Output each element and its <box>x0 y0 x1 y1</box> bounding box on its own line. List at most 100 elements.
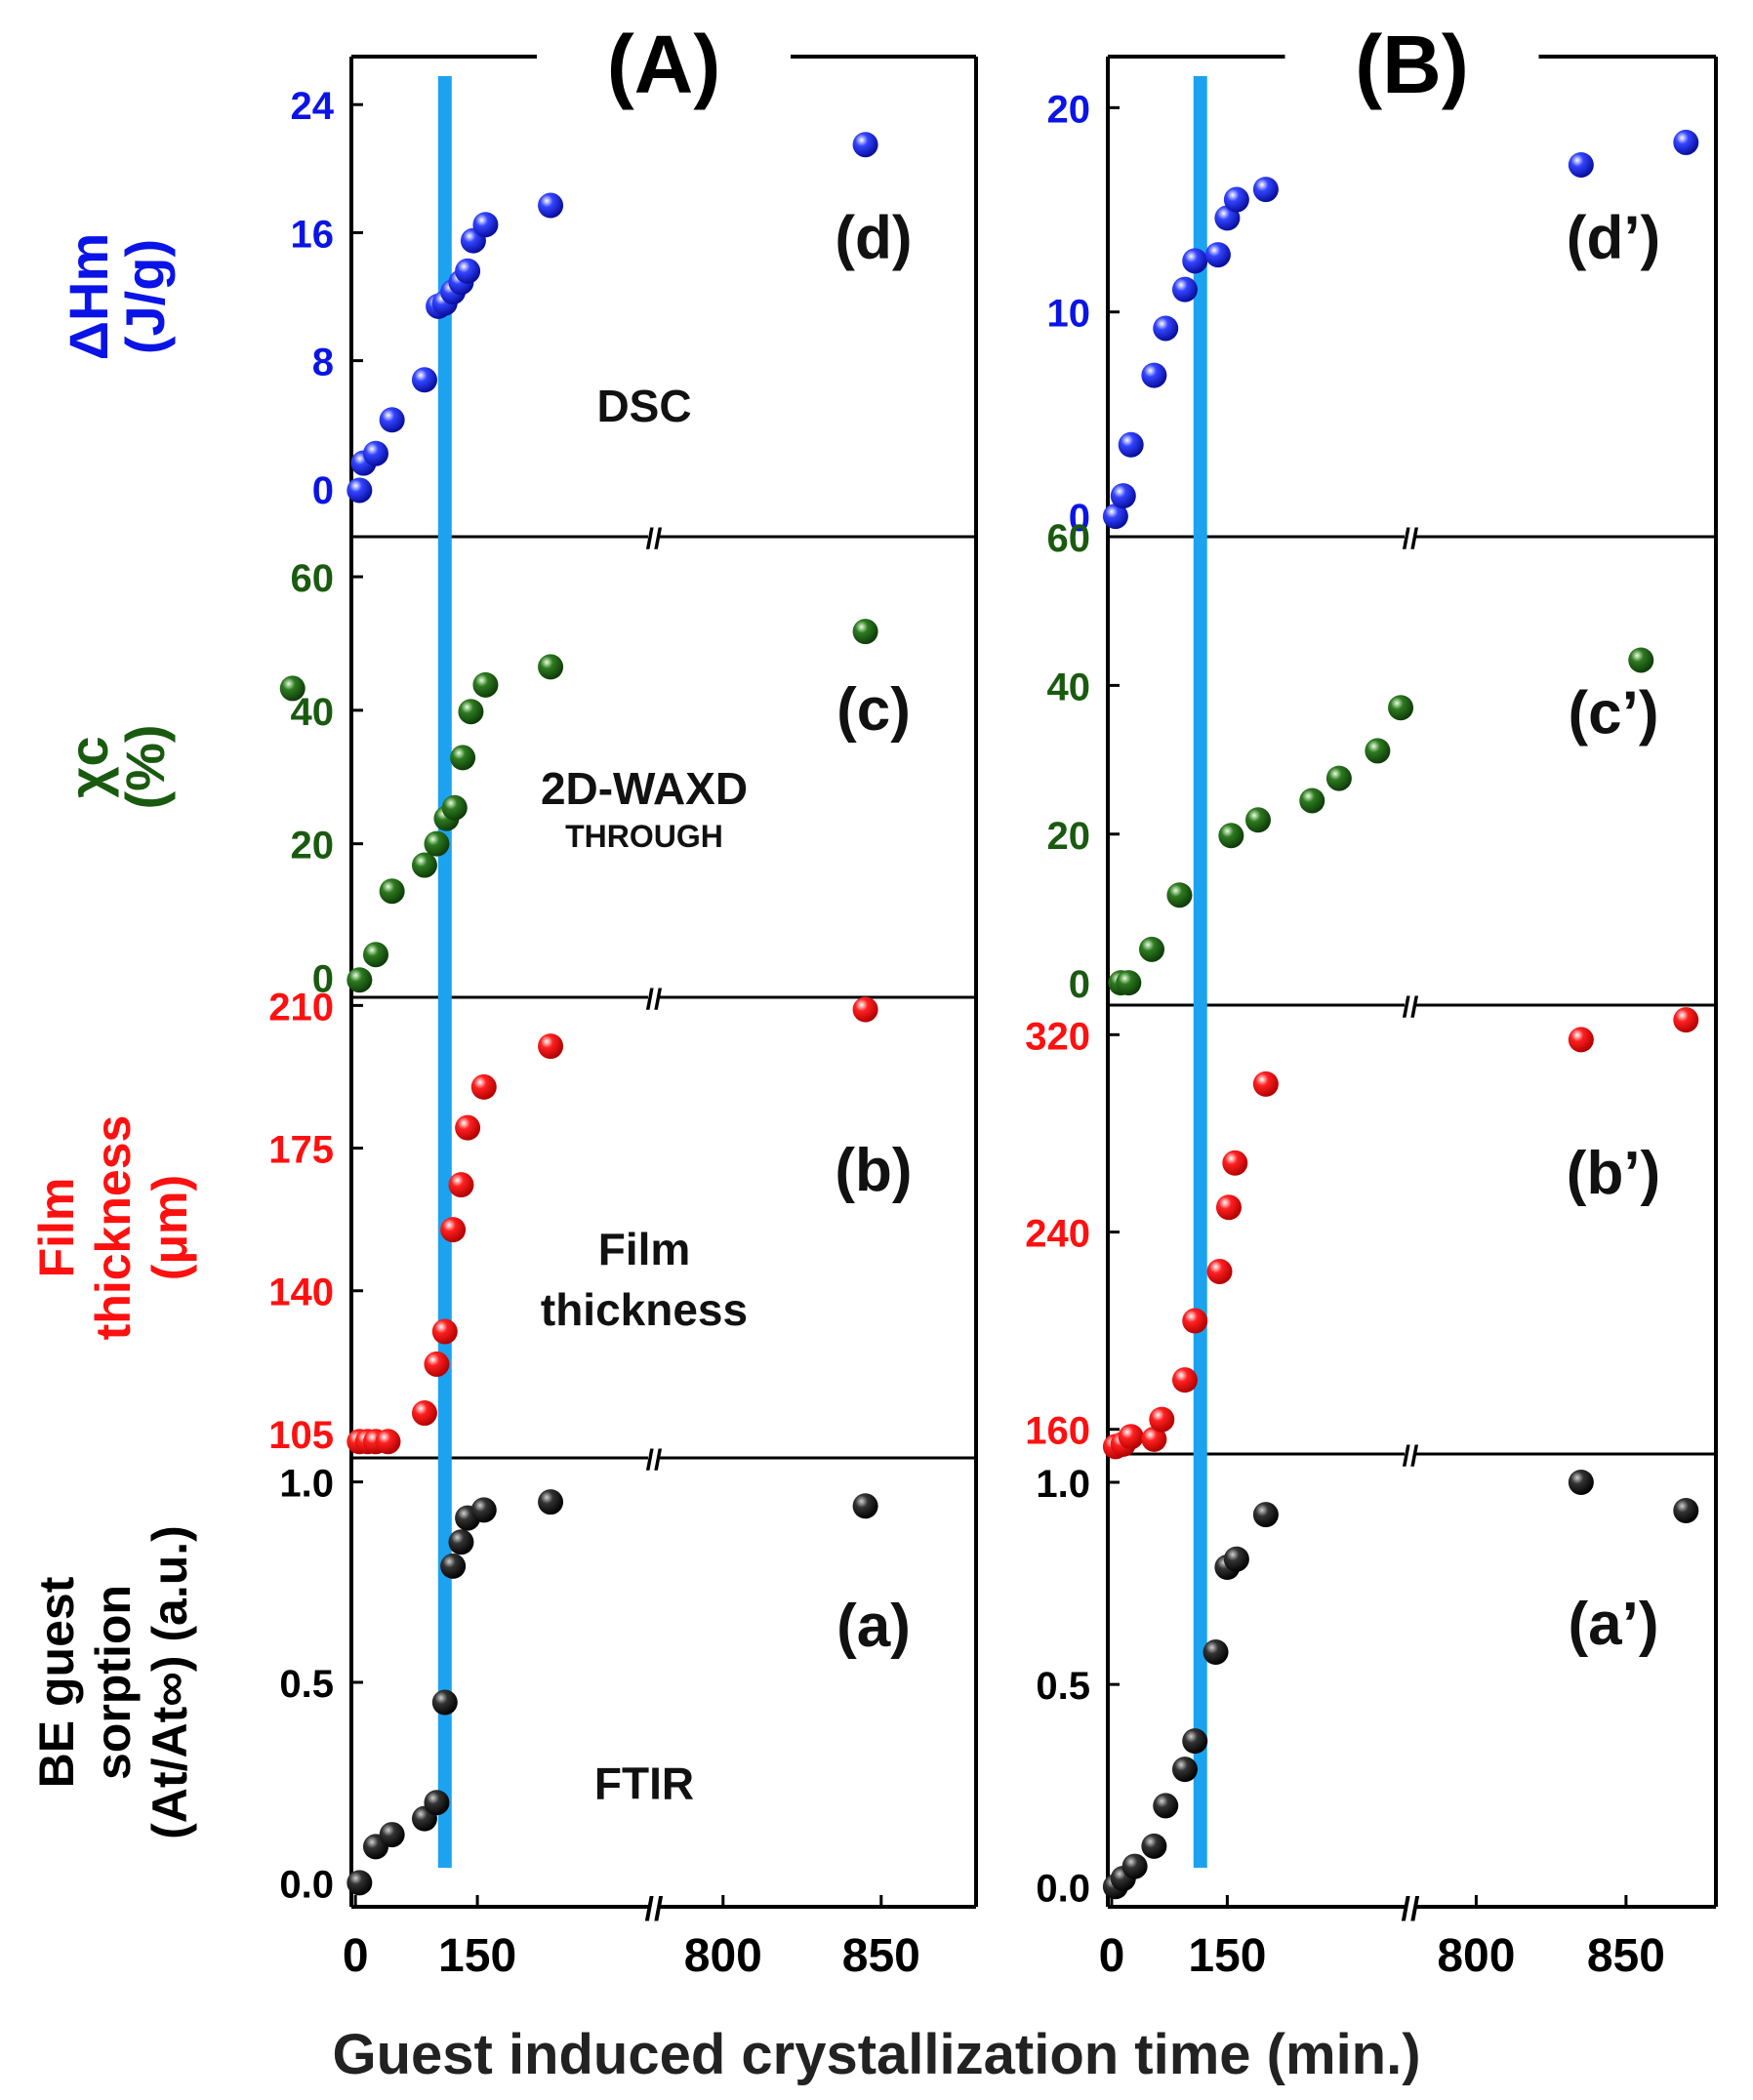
x-tick-label-b-3: 850 <box>1587 1930 1665 1982</box>
y-tick-label-b-0: 105 <box>268 1414 334 1457</box>
data-point-a-5 <box>431 1689 458 1716</box>
data-point-d-12 <box>538 192 564 219</box>
data-point-d2-4 <box>1153 315 1179 342</box>
data-point-c2-2 <box>1139 936 1165 962</box>
y-tick-label-c-1: 20 <box>291 825 335 868</box>
y-axis-label-a-2: (At/At∞) (a.u.) <box>143 1525 197 1839</box>
data-point-d2-3 <box>1141 362 1167 388</box>
panel-label-b: (b) <box>835 1137 912 1204</box>
data-point-d2-0 <box>1102 504 1128 530</box>
data-point-d-2 <box>362 440 388 466</box>
y-axis-label-c-0: χc <box>58 736 119 797</box>
y-tick-label-b-1: 140 <box>268 1272 334 1314</box>
y-axis-label-c-1: (%) <box>114 724 176 809</box>
data-point-a2-7 <box>1203 1639 1229 1665</box>
y-axis-label-a-1: sorption <box>86 1585 141 1780</box>
annotation2-b: thickness <box>541 1284 748 1335</box>
y-tick-label-b2-2: 320 <box>1025 1015 1090 1058</box>
axis-break-bottom-b: // <box>1402 1891 1420 1928</box>
panel-label-a2: (a’) <box>1569 1591 1659 1658</box>
data-point-d2-12 <box>1673 129 1699 155</box>
y-tick-label-c-3: 60 <box>291 557 335 600</box>
data-point-c-9 <box>472 671 499 698</box>
data-point-b-8 <box>448 1172 474 1198</box>
axis-break-a2: // <box>1403 1440 1419 1473</box>
data-point-d2-1 <box>1110 483 1136 509</box>
axis-break-b: // <box>646 984 663 1016</box>
data-point-b-3 <box>375 1429 401 1455</box>
data-point-c2-8 <box>1365 738 1391 764</box>
data-point-c2-3 <box>1166 882 1193 909</box>
data-point-c2-5 <box>1244 807 1271 833</box>
data-point-a2-10 <box>1252 1502 1279 1528</box>
y-tick-label-b2-0: 160 <box>1025 1410 1090 1453</box>
y-tick-label-a-0: 0.0 <box>279 1863 334 1906</box>
data-point-b-9 <box>455 1114 481 1141</box>
panel-label-c: (c) <box>836 676 911 744</box>
y-tick-label-a2-1: 0.5 <box>1036 1665 1090 1708</box>
column-title-a: (A) <box>607 19 721 110</box>
data-point-a2-12 <box>1673 1498 1699 1523</box>
y-tick-label-d-0: 0 <box>312 469 334 512</box>
data-point-b-11 <box>538 1033 564 1060</box>
data-point-a-0 <box>347 1870 373 1896</box>
annotation2-c: THROUGH <box>565 819 723 854</box>
data-point-b2-9 <box>1222 1150 1248 1176</box>
y-tick-label-d-3: 24 <box>291 85 335 128</box>
data-point-d2-2 <box>1118 431 1144 458</box>
y-tick-label-d2-1: 10 <box>1047 293 1091 336</box>
data-point-a2-11 <box>1568 1470 1594 1495</box>
y-tick-label-a2-2: 1.0 <box>1036 1463 1090 1506</box>
data-point-d-9 <box>455 258 481 284</box>
data-point-c2-6 <box>1299 788 1325 814</box>
data-point-a2-5 <box>1171 1757 1198 1783</box>
data-point-d2-11 <box>1568 151 1594 178</box>
data-point-b2-3 <box>1141 1426 1167 1452</box>
panel-label-b2: (b’) <box>1567 1140 1660 1207</box>
data-point-d-13 <box>852 132 878 158</box>
data-point-b-6 <box>431 1318 458 1345</box>
y-tick-label-c2-3: 60 <box>1047 517 1091 560</box>
data-point-a2-3 <box>1141 1833 1167 1859</box>
data-point-d2-7 <box>1204 242 1231 268</box>
data-point-a-2 <box>379 1822 405 1848</box>
panel-label-d2: (d’) <box>1567 205 1660 272</box>
data-point-c2-11 <box>1628 647 1654 673</box>
data-point-b-12 <box>852 996 878 1023</box>
data-point-b-4 <box>411 1400 437 1427</box>
y-tick-label-c2-0: 0 <box>1069 963 1090 1006</box>
data-point-a-7 <box>448 1529 474 1555</box>
data-point-b2-7 <box>1206 1258 1233 1284</box>
data-point-b2-2 <box>1118 1424 1144 1450</box>
y-tick-label-b2-1: 240 <box>1025 1213 1090 1256</box>
data-point-d2-6 <box>1182 248 1208 274</box>
data-point-c-1 <box>362 942 388 968</box>
x-tick-label-a-1: 150 <box>438 1930 516 1982</box>
onset-band-a <box>437 76 452 1868</box>
data-point-c-6 <box>441 794 468 821</box>
y-tick-label-b-3: 210 <box>268 986 334 1029</box>
data-point-a-4 <box>424 1790 450 1816</box>
y-tick-label-c2-1: 20 <box>1047 815 1091 858</box>
panel-label-a: (a) <box>836 1593 911 1660</box>
data-point-b2-4 <box>1149 1406 1175 1433</box>
data-point-c-3 <box>411 852 437 878</box>
annotation-c: 2D-WAXD <box>541 763 748 814</box>
data-point-c2-9 <box>1388 695 1414 721</box>
axis-break-b2: // <box>1403 991 1419 1024</box>
data-point-b2-11 <box>1568 1027 1594 1053</box>
y-tick-label-d2-0: 0 <box>1069 497 1090 540</box>
data-point-d-3 <box>379 407 405 433</box>
panel-label-c2: (c’) <box>1569 680 1659 747</box>
data-point-a2-9 <box>1223 1546 1249 1572</box>
y-tick-label-a-1: 0.5 <box>279 1663 334 1706</box>
data-point-b-10 <box>470 1073 497 1100</box>
annotation-d: DSC <box>596 381 691 431</box>
data-point-b-7 <box>440 1217 467 1243</box>
data-point-a-10 <box>538 1489 564 1515</box>
data-point-d2-9 <box>1223 186 1249 213</box>
axis-break-c2: // <box>1403 523 1419 555</box>
y-axis-label-b-1: thickness <box>86 1115 141 1341</box>
data-point-c-7 <box>450 745 476 771</box>
data-point-b2-10 <box>1252 1070 1279 1097</box>
